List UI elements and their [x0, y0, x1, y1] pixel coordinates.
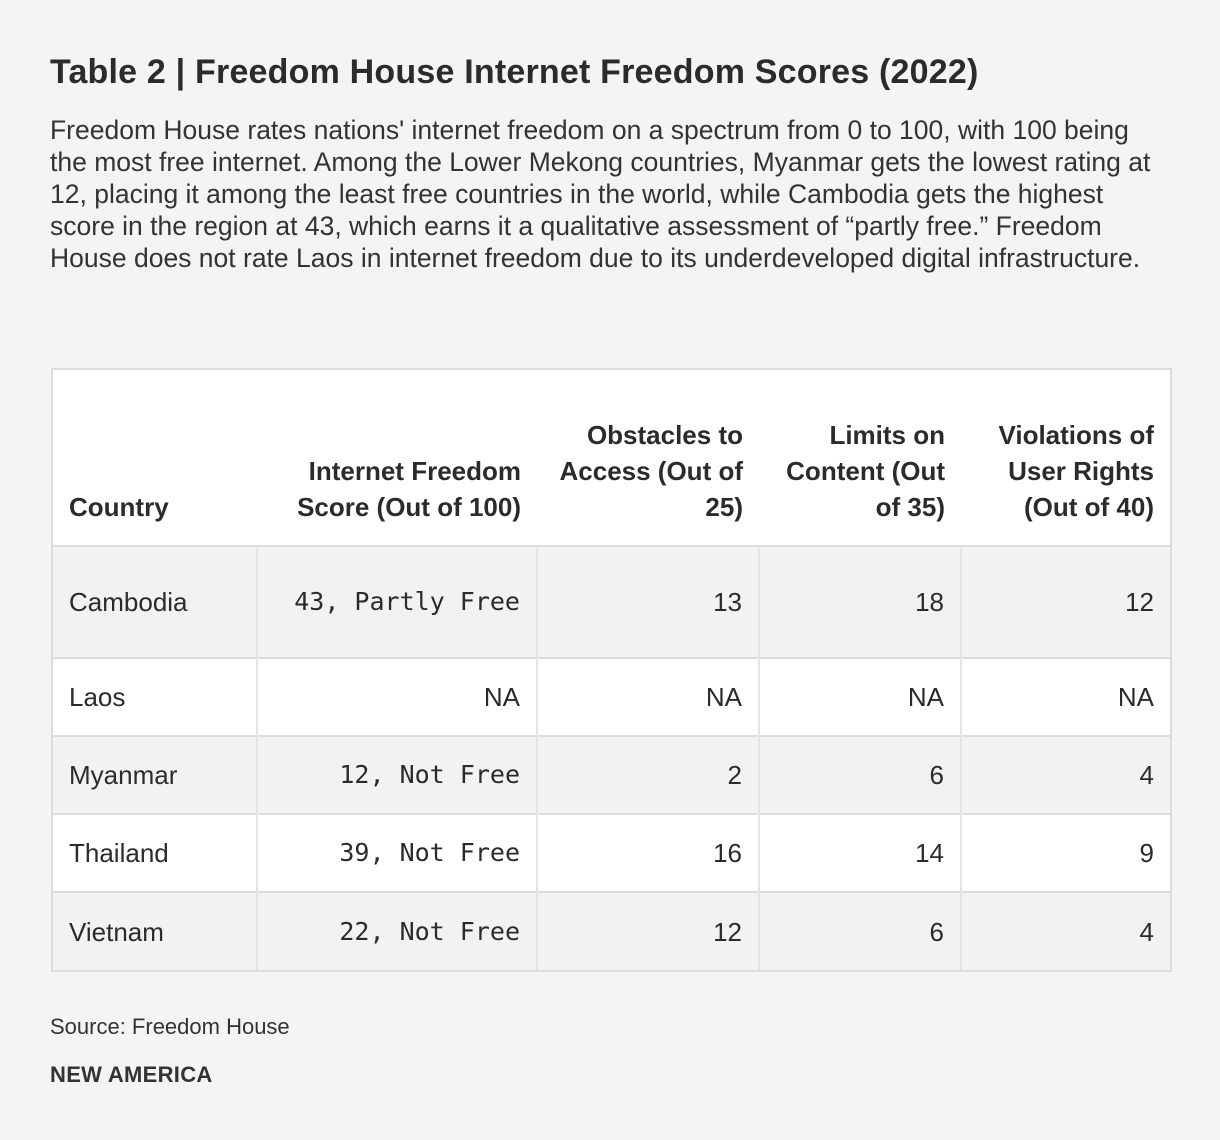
table-description: Freedom House rates nations' internet fr… — [50, 115, 1151, 273]
freedom-score-cell: 39, Not Free — [256, 813, 537, 892]
violations-cell: 4 — [960, 735, 1170, 814]
limits-cell: 6 — [758, 891, 961, 970]
freedom-score-cell: 12, Not Free — [256, 735, 537, 814]
country-cell: Cambodia — [53, 546, 257, 658]
country-cell: Vietnam — [53, 891, 257, 970]
country-cell: Myanmar — [53, 735, 257, 814]
column-header-country: Country — [53, 370, 257, 547]
table-row: Cambodia 43, Partly Free 13 18 12 — [53, 546, 1170, 658]
brand-logo-text: NEW AMERICA — [50, 1062, 213, 1087]
obstacles-cell: 16 — [536, 813, 759, 892]
obstacles-cell: 12 — [536, 891, 759, 970]
page-title: Table 2 | Freedom House Internet Freedom… — [50, 53, 979, 91]
violations-cell: 9 — [960, 813, 1170, 892]
freedom-score-cell: 22, Not Free — [256, 891, 537, 970]
obstacles-cell: 13 — [536, 546, 759, 658]
violations-cell: 12 — [960, 546, 1170, 658]
table-row: Myanmar 12, Not Free 2 6 4 — [53, 735, 1170, 814]
limits-cell: NA — [758, 657, 961, 736]
limits-cell: 14 — [758, 813, 961, 892]
source-note: Source: Freedom House — [50, 1014, 290, 1039]
table-row: Vietnam 22, Not Free 12 6 4 — [53, 891, 1170, 970]
freedom-scores-table: Country Internet Freedom Score (Out of 1… — [53, 370, 1170, 970]
column-header-violations-of-user-rights: Violations of User Rights (Out of 40) — [961, 370, 1170, 547]
country-cell: Thailand — [53, 813, 257, 892]
country-cell: Laos — [53, 657, 257, 736]
freedom-score-cell: 43, Partly Free — [256, 546, 537, 658]
violations-cell: 4 — [960, 891, 1170, 970]
limits-cell: 6 — [758, 735, 961, 814]
table-header-row: Country Internet Freedom Score (Out of 1… — [53, 370, 1170, 547]
obstacles-cell: 2 — [536, 735, 759, 814]
table-row: Laos NA NA NA NA — [53, 657, 1170, 736]
obstacles-cell: NA — [536, 657, 759, 736]
freedom-score-cell: NA — [256, 657, 537, 736]
data-table-container: Country Internet Freedom Score (Out of 1… — [51, 368, 1172, 972]
limits-cell: 18 — [758, 546, 961, 658]
column-header-internet-freedom-score: Internet Freedom Score (Out of 100) — [257, 370, 537, 547]
column-header-limits-on-content: Limits on Content (Out of 35) — [759, 370, 961, 547]
table-row: Thailand 39, Not Free 16 14 9 — [53, 813, 1170, 892]
violations-cell: NA — [960, 657, 1170, 736]
column-header-obstacles-to-access: Obstacles to Access (Out of 25) — [537, 370, 759, 547]
